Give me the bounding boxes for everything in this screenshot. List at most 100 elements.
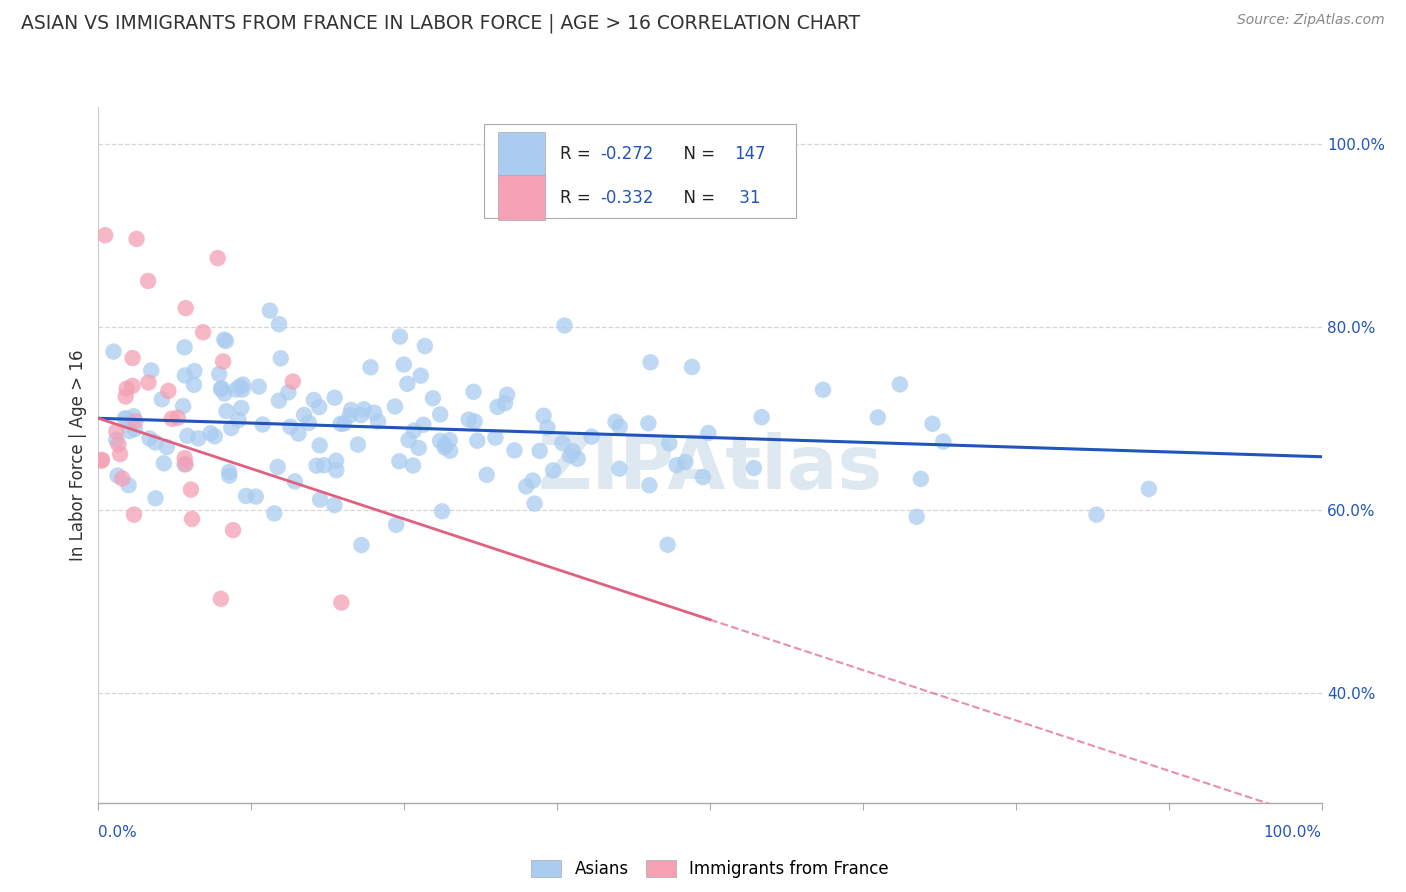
Point — [429, 434, 451, 448]
Point — [114, 389, 136, 403]
Text: ZIPAtlas: ZIPAtlas — [537, 433, 883, 506]
Point — [94, 228, 117, 243]
Point — [330, 596, 353, 610]
Point — [429, 408, 451, 422]
Point — [413, 339, 436, 353]
Point — [235, 489, 257, 503]
Point — [325, 463, 347, 477]
Point — [172, 399, 194, 413]
Point — [350, 538, 373, 552]
Point — [309, 492, 332, 507]
Point — [187, 431, 209, 445]
Point — [412, 417, 434, 432]
Point — [558, 449, 581, 463]
Point — [212, 354, 235, 368]
Point — [218, 465, 240, 479]
Point — [658, 436, 681, 450]
Point — [136, 274, 159, 288]
Point — [252, 417, 274, 432]
Point — [464, 414, 486, 428]
Point — [183, 377, 205, 392]
Point — [215, 334, 238, 348]
Point — [208, 367, 231, 381]
Point — [697, 426, 720, 441]
Point — [433, 441, 456, 455]
Text: R =: R = — [560, 145, 596, 163]
Point — [484, 431, 506, 445]
Point — [145, 491, 167, 506]
Point — [157, 384, 180, 398]
Point — [339, 409, 361, 423]
Point — [496, 387, 519, 401]
Point — [150, 392, 173, 407]
Point — [673, 455, 696, 469]
Point — [340, 403, 363, 417]
Point — [215, 404, 238, 418]
Point — [681, 359, 703, 374]
Text: R =: R = — [560, 189, 596, 207]
Point — [605, 415, 627, 429]
Point — [209, 382, 232, 396]
Point — [581, 430, 603, 444]
Point — [385, 517, 408, 532]
Point — [1137, 482, 1160, 496]
Point — [277, 385, 299, 400]
Point — [638, 478, 661, 492]
Point — [515, 479, 537, 493]
Point — [267, 393, 290, 408]
Point — [312, 458, 335, 473]
Point — [905, 509, 928, 524]
Point — [910, 472, 932, 486]
Point — [475, 467, 498, 482]
Point — [231, 383, 253, 397]
Point — [486, 400, 509, 414]
Point — [751, 410, 773, 425]
Point — [266, 459, 288, 474]
Point — [1085, 508, 1108, 522]
Point — [118, 424, 141, 438]
Point — [228, 413, 250, 427]
Point — [124, 422, 146, 436]
Text: 0.0%: 0.0% — [98, 825, 138, 840]
Point — [360, 360, 382, 375]
Point — [287, 426, 309, 441]
Point — [665, 458, 688, 472]
Point — [103, 344, 125, 359]
Point — [200, 426, 222, 441]
Text: 147: 147 — [734, 145, 766, 163]
Point — [329, 417, 352, 431]
Point — [298, 416, 321, 430]
Point — [281, 375, 304, 389]
Point — [173, 451, 195, 466]
Point — [308, 400, 330, 414]
Point — [124, 414, 146, 428]
Point — [494, 396, 516, 410]
Point — [396, 376, 419, 391]
Point — [388, 454, 411, 468]
Point — [221, 421, 243, 435]
Point — [259, 303, 281, 318]
Point — [166, 410, 188, 425]
Text: -0.272: -0.272 — [600, 145, 654, 163]
Point — [284, 475, 307, 489]
FancyBboxPatch shape — [484, 124, 796, 219]
Point — [402, 424, 425, 438]
Point — [121, 379, 143, 393]
Text: -0.332: -0.332 — [600, 189, 654, 207]
Point — [523, 496, 546, 510]
Point — [325, 454, 347, 468]
Point — [207, 251, 229, 265]
Point — [308, 438, 330, 452]
Point — [323, 391, 346, 405]
Point — [392, 358, 415, 372]
Point — [433, 437, 456, 451]
Point — [125, 232, 148, 246]
Point — [122, 409, 145, 424]
Text: Source: ZipAtlas.com: Source: ZipAtlas.com — [1237, 13, 1385, 28]
Point — [402, 458, 425, 473]
Point — [247, 379, 270, 393]
Point — [174, 301, 197, 315]
Point — [121, 351, 143, 365]
Point — [533, 409, 555, 423]
Point — [156, 440, 179, 454]
